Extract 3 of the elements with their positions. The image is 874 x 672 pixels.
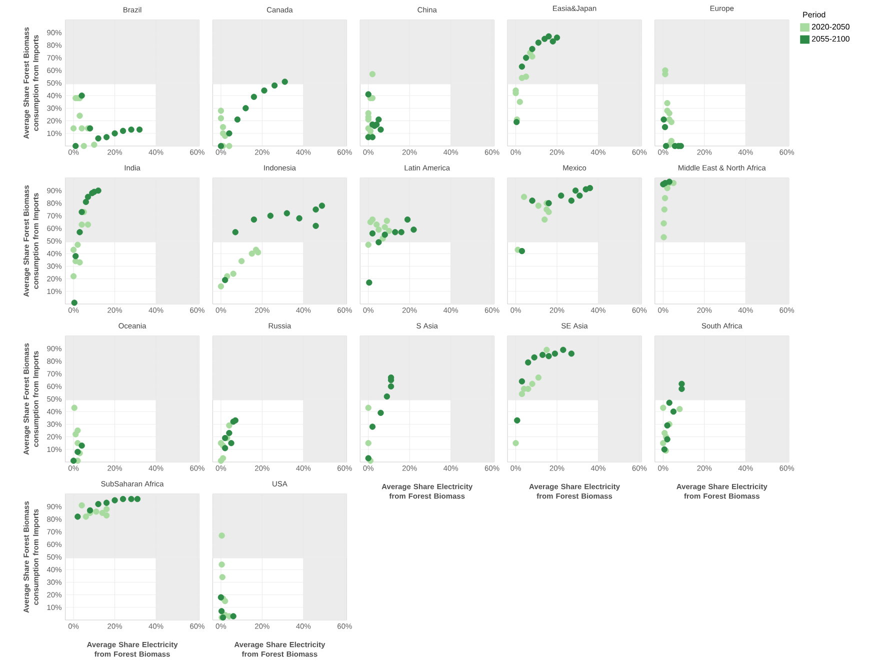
legend-label: 2055-2100 xyxy=(812,36,850,42)
legend-title: Period xyxy=(803,12,826,18)
legend-label: 2020-2050 xyxy=(812,24,850,30)
